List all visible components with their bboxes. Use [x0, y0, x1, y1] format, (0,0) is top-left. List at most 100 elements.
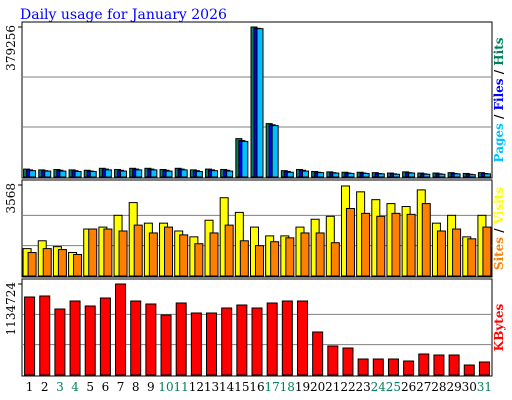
- x-tick-label: 20: [310, 380, 325, 394]
- bar: [89, 170, 97, 178]
- bar: [130, 300, 142, 376]
- bar: [285, 237, 295, 277]
- bar: [312, 331, 324, 376]
- bar: [391, 212, 401, 277]
- bar: [315, 232, 325, 277]
- bar: [224, 224, 234, 277]
- bar: [392, 173, 400, 178]
- x-tick-label: 7: [117, 380, 125, 394]
- bar: [482, 226, 492, 277]
- x-tick-label: 17: [265, 380, 280, 394]
- bar: [256, 28, 264, 178]
- x-tick-label: 10: [158, 380, 173, 394]
- x-tick-label: 9: [147, 380, 155, 394]
- bar: [57, 249, 67, 277]
- bar: [239, 240, 249, 277]
- bar: [164, 226, 174, 277]
- bar: [226, 170, 234, 178]
- x-tick-label: 29: [446, 380, 461, 394]
- x-tick-label: 26: [401, 380, 416, 394]
- legend: KBytes: [492, 304, 506, 352]
- x-tick-label: 25: [386, 380, 401, 394]
- legend-entry: Visits: [492, 187, 506, 226]
- bar: [190, 312, 202, 376]
- bar: [118, 230, 128, 277]
- bar: [376, 215, 386, 277]
- bar: [438, 173, 446, 178]
- x-tick-label: 4: [71, 380, 79, 394]
- bar: [286, 171, 294, 178]
- bar: [194, 243, 204, 277]
- bar: [180, 169, 188, 178]
- bar: [148, 232, 158, 277]
- bar: [406, 213, 416, 277]
- x-tick-label: 28: [431, 380, 446, 394]
- x-tick-label: 18: [280, 380, 295, 394]
- x-tick-label: 16: [249, 380, 264, 394]
- bar: [421, 203, 431, 277]
- bar: [403, 360, 415, 376]
- legend-entry: Sites: [492, 237, 506, 270]
- bar: [357, 358, 369, 376]
- bar: [73, 253, 83, 277]
- bar: [211, 170, 219, 178]
- bar: [330, 242, 340, 277]
- bar: [296, 300, 308, 376]
- bar: [54, 308, 66, 376]
- x-tick-label: 27: [416, 380, 431, 394]
- bar: [103, 228, 113, 277]
- bar: [387, 358, 399, 376]
- bar: [236, 304, 248, 376]
- legend-entry: KBytes: [492, 304, 506, 352]
- legend-entry: Pages: [492, 123, 506, 163]
- bar: [362, 172, 370, 178]
- bar: [468, 174, 476, 178]
- x-tick-label: 11: [174, 380, 189, 394]
- chart-title: Daily usage for January 2026: [20, 7, 227, 23]
- bar: [317, 172, 325, 178]
- bar: [44, 170, 52, 178]
- x-tick-label: 2: [41, 380, 49, 394]
- bar: [115, 283, 127, 376]
- bar: [120, 170, 128, 178]
- bar: [74, 170, 82, 178]
- x-tick-label: 23: [355, 380, 370, 394]
- bar: [195, 170, 203, 178]
- bar: [270, 241, 280, 277]
- bar: [408, 172, 416, 178]
- bar: [135, 169, 143, 178]
- x-tick-label: 6: [102, 380, 110, 394]
- x-tick-label: 12: [189, 380, 204, 394]
- bar: [433, 354, 445, 376]
- bar: [39, 295, 51, 376]
- y-tick-label: 1134724: [4, 282, 18, 336]
- x-tick-label: 14: [219, 380, 235, 394]
- x-tick-label: 8: [132, 380, 140, 394]
- bar: [133, 224, 143, 277]
- x-tick-label: 15: [234, 380, 249, 394]
- bar: [206, 312, 218, 376]
- legend-separator: /: [492, 224, 506, 237]
- y-tick-label: 379256: [4, 25, 18, 71]
- bar: [418, 353, 430, 376]
- bar: [301, 170, 309, 178]
- bar: [179, 234, 189, 277]
- x-tick-label: 24: [371, 380, 387, 394]
- bar: [145, 303, 157, 376]
- x-tick-label: 22: [340, 380, 355, 394]
- legend-entry: Files: [492, 78, 506, 110]
- bar: [99, 297, 111, 376]
- bar: [84, 305, 96, 376]
- bar: [300, 232, 310, 277]
- bar: [104, 169, 112, 178]
- bar: [271, 125, 279, 178]
- x-tick-label: 5: [86, 380, 94, 394]
- bar: [467, 238, 477, 277]
- bar: [377, 173, 385, 178]
- bar: [165, 170, 173, 178]
- bar: [160, 314, 172, 376]
- bar: [453, 173, 461, 178]
- x-tick-label: 1: [26, 380, 34, 394]
- x-tick-label: 31: [477, 380, 492, 394]
